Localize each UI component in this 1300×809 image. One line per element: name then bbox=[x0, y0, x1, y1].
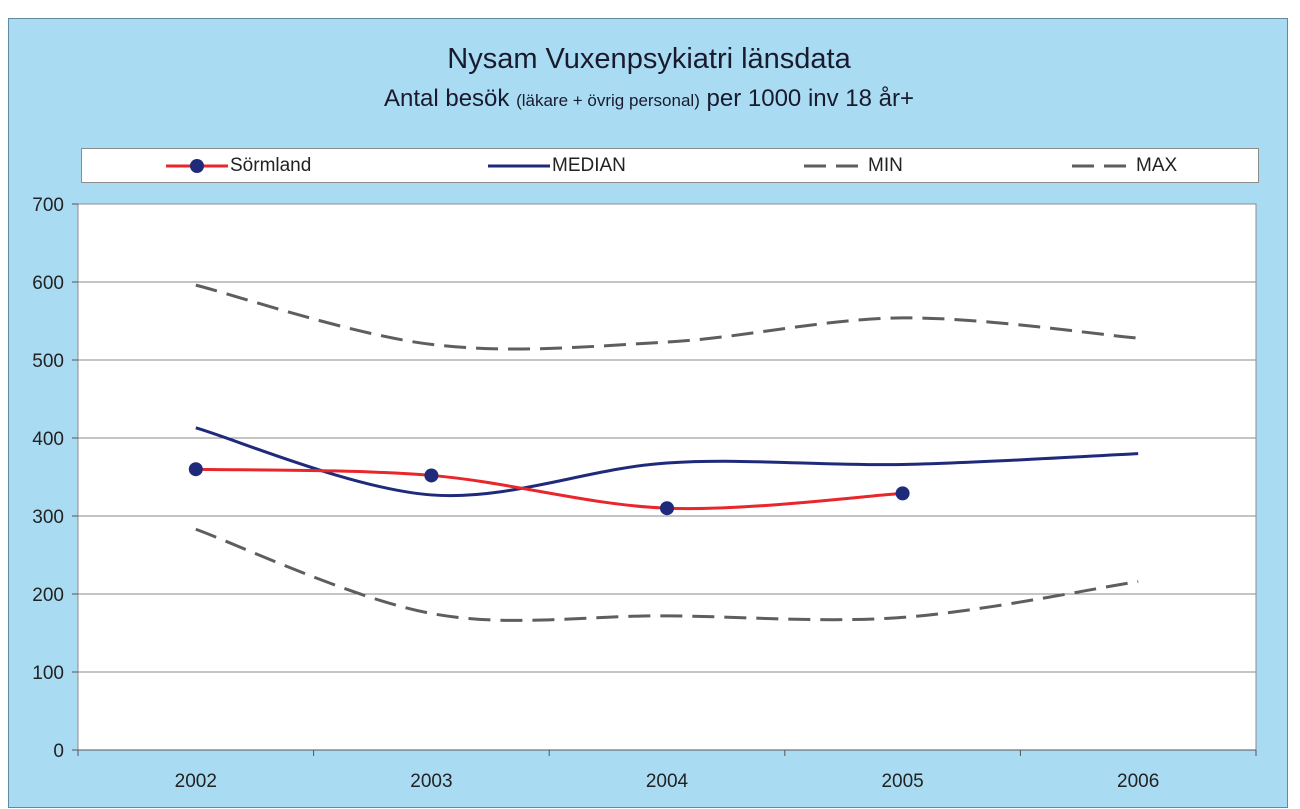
y-tick-label: 400 bbox=[32, 429, 64, 450]
series-line-min bbox=[195, 527, 1139, 622]
plot-svg: 0 100 200 300 400 500 600 700 2002 2003 2004 2005 20… bbox=[32, 195, 1257, 792]
data-point-s-rmland bbox=[424, 468, 439, 483]
y-tick-label: 300 bbox=[32, 507, 64, 528]
y-tick-label: 700 bbox=[32, 195, 64, 216]
subtitle-small: (läkare + övrig personal) bbox=[516, 91, 700, 110]
legend-swatch-median bbox=[488, 164, 550, 167]
legend-swatch-max bbox=[1072, 164, 1134, 167]
data-point-s-rmland bbox=[895, 486, 910, 501]
legend-item-max: MAX bbox=[1072, 149, 1177, 182]
y-tick-label: 0 bbox=[53, 741, 64, 762]
chart-title: Nysam Vuxenpsykiatri länsdata bbox=[447, 43, 851, 75]
chart-area: Nysam Vuxenpsykiatri länsdata Antal besö… bbox=[8, 18, 1288, 808]
series-line-median bbox=[195, 426, 1139, 498]
chart-legend: Sörmland MEDIAN MIN MAX bbox=[81, 148, 1259, 183]
x-tick-label: 2004 bbox=[646, 771, 689, 792]
data-point-s-rmland bbox=[660, 501, 674, 516]
x-tick-label: 2006 bbox=[1117, 771, 1159, 792]
subtitle-end: per 1000 inv 18 år+ bbox=[706, 85, 915, 112]
legend-label-max: MAX bbox=[1136, 154, 1178, 176]
y-tick-label: 100 bbox=[32, 663, 64, 684]
legend-item-min: MIN bbox=[804, 149, 903, 182]
y-tick-label: 600 bbox=[32, 273, 64, 294]
x-tick-label: 2003 bbox=[410, 771, 452, 792]
plot-area bbox=[77, 203, 1257, 751]
subtitle-main: Antal besök bbox=[383, 85, 510, 112]
legend-item-median: MEDIAN bbox=[488, 149, 626, 182]
y-tick-label: 200 bbox=[32, 585, 64, 606]
legend-label-median: MEDIAN bbox=[552, 154, 626, 176]
legend-swatch-min bbox=[804, 164, 866, 167]
legend-swatch-sormland bbox=[166, 158, 228, 173]
legend-item-sormland: Sörmland bbox=[166, 149, 311, 182]
chart-subtitle: Antal besök (läkare + övrig personal) pe… bbox=[9, 85, 1289, 113]
x-tick-label: 2005 bbox=[881, 771, 923, 792]
legend-label-sormland: Sörmland bbox=[230, 154, 312, 176]
data-point-s-rmland bbox=[188, 462, 203, 477]
series-line-s-rmland bbox=[195, 467, 903, 511]
y-tick-label: 500 bbox=[32, 351, 64, 372]
x-tick-label: 2002 bbox=[175, 771, 217, 792]
legend-label-min: MIN bbox=[868, 154, 903, 176]
